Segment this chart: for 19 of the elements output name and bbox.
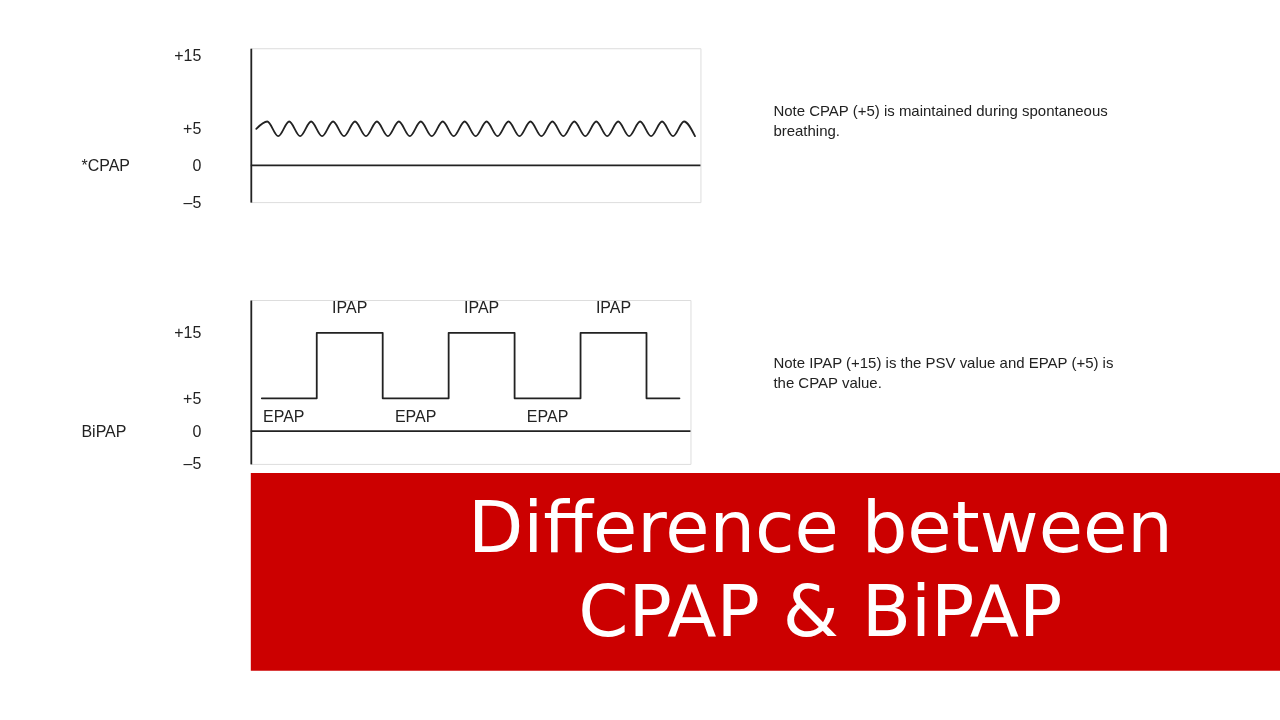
text: Difference between CPAP & BiPAP [467,484,1173,653]
y-tick-label: –5 [183,193,202,211]
annotation: EPAP [394,408,437,426]
y-tick-label: +5 [183,120,202,138]
annotation: EPAP [263,408,305,426]
y-tick-label: +5 [183,389,202,407]
y-tick-label: –5 [183,455,202,473]
y-tick-label: 0 [192,156,202,174]
y-tick-label: 0 [192,422,202,440]
annotation: EPAP [526,408,569,426]
y-axis-title: BiPAP [81,422,127,440]
annotation: IPAP [464,298,500,316]
y-axis-title: *CPAP [81,156,130,174]
text: Note CPAP (+5) is maintained during spontaneous breathing. [773,102,1108,140]
y-tick-label: +15 [174,47,202,65]
text: Note IPAP (+15) is the PSV value and EPAP (+5) is the CPAP value. [773,353,1114,391]
annotation: IPAP [332,298,368,316]
annotation: IPAP [595,298,632,316]
y-tick-label: +15 [174,324,202,342]
